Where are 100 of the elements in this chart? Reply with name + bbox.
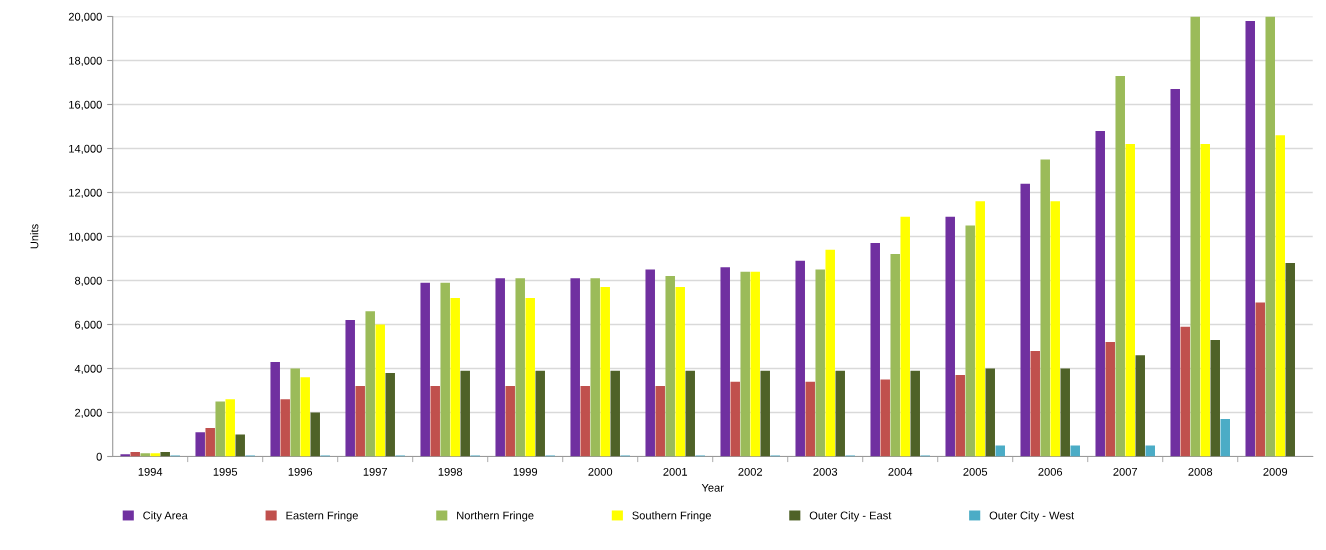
bar <box>1030 350 1040 457</box>
bar <box>495 278 505 457</box>
x-tick-label: 2007 <box>1113 467 1138 476</box>
legend-label: Northern Fringe <box>457 511 534 522</box>
y-tick-label: 4,000 <box>74 364 102 374</box>
bar <box>1265 16 1275 457</box>
bar <box>900 216 910 457</box>
bar <box>450 298 460 457</box>
bar <box>505 386 515 457</box>
bar <box>1060 368 1070 457</box>
bar <box>460 370 470 457</box>
bar <box>365 311 375 457</box>
bar <box>235 434 245 457</box>
bar <box>160 452 170 457</box>
bar <box>965 225 975 457</box>
y-axis-title: Units <box>30 224 39 249</box>
bar <box>1180 326 1190 457</box>
y-tick-label: 10,000 <box>69 232 102 242</box>
y-tick-label: 8,000 <box>74 276 102 286</box>
x-tick-label: 2008 <box>1188 467 1213 476</box>
bar <box>195 432 205 457</box>
bar <box>535 370 545 457</box>
bar <box>1210 339 1220 457</box>
bar <box>580 386 590 457</box>
bar <box>515 278 525 457</box>
y-tick-label: 20,000 <box>68 12 102 22</box>
bar <box>720 267 730 457</box>
x-tick-label: 2004 <box>888 467 913 476</box>
x-tick-label: 1996 <box>288 467 313 476</box>
bar <box>1095 130 1105 457</box>
bar <box>955 375 965 457</box>
bar <box>1050 201 1060 457</box>
bar <box>1135 355 1145 457</box>
bar <box>610 370 620 457</box>
bar <box>600 287 610 457</box>
bar <box>890 254 900 457</box>
bar <box>420 282 430 457</box>
bar <box>760 370 770 457</box>
bar <box>870 243 880 457</box>
legend-label: Eastern Fringe <box>286 511 358 522</box>
bar <box>740 271 750 457</box>
bar <box>995 445 1005 457</box>
bar <box>1170 89 1180 457</box>
bar <box>375 324 385 457</box>
bar <box>880 379 890 457</box>
bar <box>310 412 320 457</box>
legend-label: Southern Fringe <box>632 511 711 522</box>
bar <box>1190 16 1200 457</box>
x-tick-label: 2009 <box>1263 467 1288 476</box>
bar <box>825 249 835 457</box>
y-tick-label: 16,000 <box>69 100 102 110</box>
bar <box>1070 445 1080 457</box>
bar <box>1200 144 1210 457</box>
bar <box>910 370 920 457</box>
bar <box>685 370 695 457</box>
bar <box>815 269 825 457</box>
bar <box>430 386 440 457</box>
bar <box>570 278 580 457</box>
bar <box>1040 159 1050 457</box>
bar <box>835 370 845 457</box>
bar <box>215 401 225 457</box>
bar <box>1285 262 1295 457</box>
bar <box>345 320 355 457</box>
bar <box>795 260 805 457</box>
x-tick-label: 1995 <box>213 467 238 476</box>
bar <box>280 399 290 457</box>
bar <box>730 381 740 457</box>
bar <box>1105 342 1115 457</box>
x-tick-label: 1999 <box>513 467 538 476</box>
x-tick-label: 2001 <box>663 467 688 476</box>
x-tick-label: 1998 <box>438 467 463 476</box>
x-tick-label: 1994 <box>138 467 163 476</box>
bar <box>675 287 685 457</box>
x-tick-label: 2006 <box>1038 467 1063 476</box>
bar <box>590 278 600 457</box>
bar <box>945 216 955 457</box>
bar <box>525 298 535 457</box>
bar <box>225 399 235 457</box>
x-axis-title: Year <box>701 483 724 492</box>
bar <box>805 381 815 457</box>
bar <box>1245 20 1255 457</box>
bar <box>1220 419 1230 457</box>
bar <box>645 269 655 457</box>
bar <box>975 201 985 457</box>
legend-label: Outer City - East <box>809 511 892 522</box>
bar <box>130 452 140 457</box>
bar <box>750 271 760 457</box>
y-tick-label: 12,000 <box>69 188 102 198</box>
bar <box>655 386 665 457</box>
y-tick-label: 6,000 <box>75 320 102 330</box>
x-tick-label: 2005 <box>963 467 988 476</box>
bar <box>140 453 150 457</box>
bar <box>985 368 995 457</box>
bar <box>1275 135 1285 457</box>
bar <box>300 377 310 457</box>
x-tick-label: 1997 <box>363 467 388 476</box>
x-tick-label: 2002 <box>738 467 763 476</box>
bar <box>440 282 450 457</box>
bar <box>1020 183 1030 457</box>
bar <box>1145 445 1155 457</box>
